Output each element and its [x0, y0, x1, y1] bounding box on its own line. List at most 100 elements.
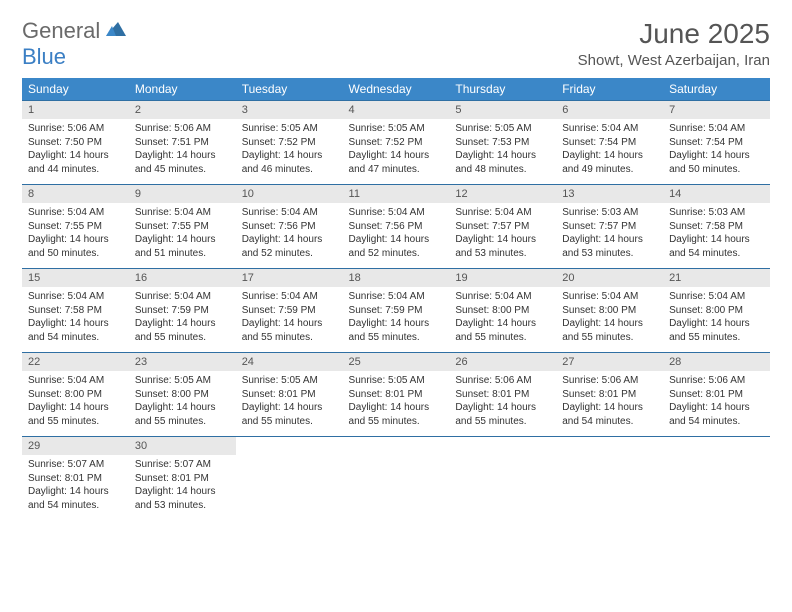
day-info-cell: Sunrise: 5:05 AMSunset: 7:52 PMDaylight:… [236, 119, 343, 185]
sunrise-text: Sunrise: 5:05 AM [349, 122, 444, 136]
day-info-cell: Sunrise: 5:06 AMSunset: 8:01 PMDaylight:… [449, 371, 556, 437]
day-info-cell: Sunrise: 5:04 AMSunset: 7:56 PMDaylight:… [343, 203, 450, 269]
daylight-text: Daylight: 14 hours [669, 149, 764, 163]
sunrise-text: Sunrise: 5:04 AM [562, 290, 657, 304]
day-number-cell: 20 [556, 269, 663, 288]
sunset-text: Sunset: 8:01 PM [349, 388, 444, 402]
daylight-text: Daylight: 14 hours [135, 233, 230, 247]
daylight-text: and 45 minutes. [135, 163, 230, 177]
day-number-cell: 9 [129, 185, 236, 204]
daylight-text: Daylight: 14 hours [28, 233, 123, 247]
daylight-text: and 55 minutes. [455, 331, 550, 345]
page-title: June 2025 [578, 18, 770, 50]
daylight-text: Daylight: 14 hours [135, 149, 230, 163]
day-info-cell: Sunrise: 5:07 AMSunset: 8:01 PMDaylight:… [22, 455, 129, 520]
daylight-text: and 53 minutes. [135, 499, 230, 513]
daylight-text: and 55 minutes. [28, 415, 123, 429]
day-number-cell [343, 437, 450, 456]
sunset-text: Sunset: 7:56 PM [349, 220, 444, 234]
daylight-text: and 52 minutes. [349, 247, 444, 261]
day-info-cell: Sunrise: 5:04 AMSunset: 8:00 PMDaylight:… [22, 371, 129, 437]
day-number-cell [556, 437, 663, 456]
weekday-header-row: Sunday Monday Tuesday Wednesday Thursday… [22, 78, 770, 101]
daylight-text: Daylight: 14 hours [669, 317, 764, 331]
weekday-header: Thursday [449, 78, 556, 101]
sunrise-text: Sunrise: 5:07 AM [135, 458, 230, 472]
weekday-header: Wednesday [343, 78, 450, 101]
day-number-cell: 30 [129, 437, 236, 456]
day-number-cell: 18 [343, 269, 450, 288]
day-number-cell: 4 [343, 101, 450, 120]
day-number-row: 1234567 [22, 101, 770, 120]
daylight-text: Daylight: 14 hours [135, 317, 230, 331]
sunrise-text: Sunrise: 5:04 AM [28, 206, 123, 220]
sunrise-text: Sunrise: 5:04 AM [455, 206, 550, 220]
day-info-row: Sunrise: 5:06 AMSunset: 7:50 PMDaylight:… [22, 119, 770, 185]
sunrise-text: Sunrise: 5:06 AM [455, 374, 550, 388]
daylight-text: and 47 minutes. [349, 163, 444, 177]
daylight-text: and 55 minutes. [349, 331, 444, 345]
day-info-cell: Sunrise: 5:04 AMSunset: 7:55 PMDaylight:… [129, 203, 236, 269]
day-number-cell: 28 [663, 353, 770, 372]
sunset-text: Sunset: 7:59 PM [242, 304, 337, 318]
sunrise-text: Sunrise: 5:04 AM [28, 290, 123, 304]
day-info-cell: Sunrise: 5:05 AMSunset: 8:00 PMDaylight:… [129, 371, 236, 437]
weekday-header: Sunday [22, 78, 129, 101]
sunset-text: Sunset: 7:51 PM [135, 136, 230, 150]
day-info-row: Sunrise: 5:04 AMSunset: 7:58 PMDaylight:… [22, 287, 770, 353]
daylight-text: Daylight: 14 hours [669, 233, 764, 247]
day-number-cell: 10 [236, 185, 343, 204]
day-number-cell: 7 [663, 101, 770, 120]
day-number-cell [236, 437, 343, 456]
day-info-cell: Sunrise: 5:07 AMSunset: 8:01 PMDaylight:… [129, 455, 236, 520]
day-info-cell: Sunrise: 5:05 AMSunset: 7:52 PMDaylight:… [343, 119, 450, 185]
day-info-cell [449, 455, 556, 520]
day-number-cell [663, 437, 770, 456]
daylight-text: Daylight: 14 hours [28, 317, 123, 331]
daylight-text: and 55 minutes. [242, 331, 337, 345]
sunset-text: Sunset: 7:55 PM [28, 220, 123, 234]
daylight-text: Daylight: 14 hours [455, 401, 550, 415]
sunset-text: Sunset: 7:59 PM [135, 304, 230, 318]
day-info-cell: Sunrise: 5:04 AMSunset: 7:56 PMDaylight:… [236, 203, 343, 269]
sunrise-text: Sunrise: 5:05 AM [242, 374, 337, 388]
sunset-text: Sunset: 7:56 PM [242, 220, 337, 234]
day-number-cell: 2 [129, 101, 236, 120]
daylight-text: Daylight: 14 hours [242, 233, 337, 247]
logo-word-1: General [22, 18, 100, 43]
day-info-cell: Sunrise: 5:04 AMSunset: 7:59 PMDaylight:… [129, 287, 236, 353]
day-number-cell: 8 [22, 185, 129, 204]
day-info-cell: Sunrise: 5:06 AMSunset: 8:01 PMDaylight:… [663, 371, 770, 437]
sunrise-text: Sunrise: 5:07 AM [28, 458, 123, 472]
daylight-text: Daylight: 14 hours [135, 485, 230, 499]
day-number-row: 2930 [22, 437, 770, 456]
title-block: June 2025 Showt, West Azerbaijan, Iran [578, 18, 770, 69]
day-number-cell: 12 [449, 185, 556, 204]
day-number-cell: 26 [449, 353, 556, 372]
daylight-text: and 55 minutes. [135, 331, 230, 345]
logo-word-2: Blue [22, 44, 66, 69]
day-number-cell: 25 [343, 353, 450, 372]
sunrise-text: Sunrise: 5:06 AM [135, 122, 230, 136]
sunset-text: Sunset: 8:00 PM [28, 388, 123, 402]
sunset-text: Sunset: 8:01 PM [562, 388, 657, 402]
day-info-cell: Sunrise: 5:04 AMSunset: 7:54 PMDaylight:… [663, 119, 770, 185]
sunset-text: Sunset: 8:00 PM [562, 304, 657, 318]
daylight-text: Daylight: 14 hours [242, 317, 337, 331]
sunset-text: Sunset: 8:00 PM [669, 304, 764, 318]
sunrise-text: Sunrise: 5:04 AM [135, 290, 230, 304]
day-info-cell: Sunrise: 5:03 AMSunset: 7:58 PMDaylight:… [663, 203, 770, 269]
weekday-header: Friday [556, 78, 663, 101]
daylight-text: and 55 minutes. [455, 415, 550, 429]
sunrise-text: Sunrise: 5:04 AM [669, 122, 764, 136]
day-info-row: Sunrise: 5:04 AMSunset: 7:55 PMDaylight:… [22, 203, 770, 269]
day-number-cell: 23 [129, 353, 236, 372]
day-number-cell: 13 [556, 185, 663, 204]
daylight-text: Daylight: 14 hours [349, 233, 444, 247]
day-number-cell: 19 [449, 269, 556, 288]
sunrise-text: Sunrise: 5:05 AM [242, 122, 337, 136]
day-number-cell: 1 [22, 101, 129, 120]
sunrise-text: Sunrise: 5:04 AM [562, 122, 657, 136]
daylight-text: Daylight: 14 hours [349, 401, 444, 415]
sunrise-text: Sunrise: 5:06 AM [669, 374, 764, 388]
